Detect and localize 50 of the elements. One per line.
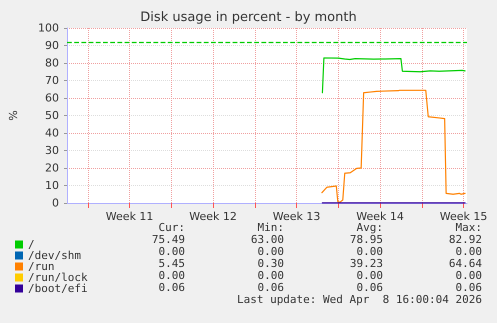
text: 0.00 [456,245,482,258]
text: 82.92 [448,233,482,246]
text: 0.00 [356,269,383,282]
x-tick-label: Week 11 [106,210,154,223]
text: 75.49 [152,233,185,246]
y-tick-label: 50 [45,109,59,122]
text: 5.45 [158,257,185,270]
y-tick-label: 100 [38,22,59,34]
x-tick-label: Week 14 [356,210,404,223]
line-series [322,57,466,94]
text: 0.06 [356,281,383,294]
y-tick-label: 30 [45,144,59,157]
y-tick-label: 0 [52,196,59,210]
text: 0.06 [456,281,482,294]
text: 63.00 [250,233,284,246]
legend-label: / [28,238,35,251]
text: 64.64 [448,257,482,270]
text: 0.00 [258,269,284,282]
text: 0.00 [456,269,482,282]
y-tick-label: 40 [45,126,59,140]
legend-label: /boot/efi [28,282,88,295]
line-series [321,90,466,203]
text: 0.00 [258,245,284,258]
text: 78.95 [350,233,383,246]
chart-title: Disk usage in percent - by month [140,10,357,25]
x-tick-label: Week 15 [440,210,488,223]
legend-label: /run [28,260,54,273]
y-tick-label: 20 [45,162,59,174]
text: 0.00 [158,245,185,258]
legend-label: /dev/shm [28,249,82,262]
text: Avg: [356,221,383,234]
text: Min: [258,221,284,234]
text: Last update: Wed Apr 8 16:00:04 2026 [236,293,482,306]
text: Max: [456,221,482,234]
text: Cur: [158,221,185,234]
y-tick-label: 80 [45,56,59,70]
text: 39.23 [350,257,383,270]
y-tick-label: 60 [45,92,59,104]
text: 0.00 [356,245,383,258]
y-tick-label: 70 [45,74,59,87]
text: 0.00 [158,269,185,282]
legend-label: /run/lock [28,271,88,284]
y-tick-label: 10 [45,179,59,192]
text: 0.06 [258,281,284,294]
y-axis-title: % [7,110,20,121]
text: 0.06 [158,281,185,294]
text: 0.30 [258,257,284,270]
x-tick-label: Week 13 [272,210,320,223]
x-tick-label: Week 12 [189,210,237,223]
y-tick-label: 90 [45,39,59,52]
